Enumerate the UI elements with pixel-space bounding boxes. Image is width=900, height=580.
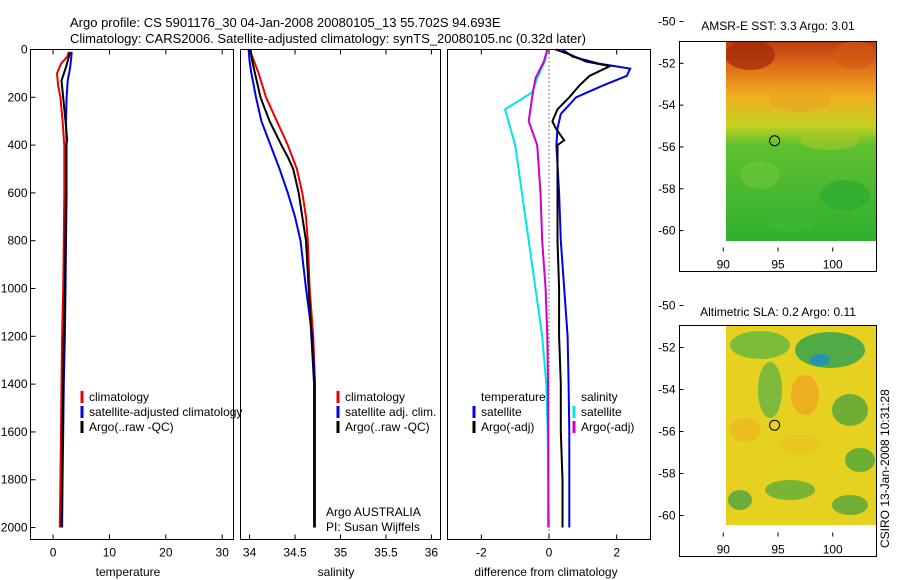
legend-label-temp-satellite: satellite	[481, 405, 522, 419]
sst-heatmap	[726, 41, 876, 241]
x-tick-label: -2	[476, 546, 487, 560]
argo-position-marker	[769, 135, 781, 147]
argo-position-marker	[769, 419, 781, 431]
y-tick-label: -56	[658, 425, 676, 439]
series-line-salinity-argo-adj-	[527, 49, 550, 528]
legend-label-argo: Argo(..raw -QC)	[89, 420, 174, 434]
y-tick-label: 600	[7, 186, 27, 200]
series-line-climatology	[55, 51, 70, 528]
y-tick-label: 1000	[1, 282, 28, 296]
y-tick-label: -60	[658, 509, 676, 523]
legend-title-temperature: temperature	[481, 390, 546, 404]
y-tick-label: 800	[7, 234, 27, 248]
x-tick-label: 2	[613, 546, 620, 560]
y-tick-label: 1200	[1, 329, 28, 343]
y-tick-label: 0	[21, 43, 28, 57]
x-tick-label: 95	[771, 258, 785, 272]
x-tick-label: 0	[546, 546, 553, 560]
figure-title-line1: Argo profile: CS 5901176_30 04-Jan-2008 …	[70, 15, 501, 30]
y-tick-label: 1600	[1, 425, 28, 439]
y-tick-label: -54	[658, 98, 676, 112]
y-tick-label: 400	[7, 138, 27, 152]
series-line-temperature-satellite	[555, 48, 632, 528]
y-tick-label: 2000	[1, 521, 28, 535]
sla-map-panel: Altimetric SLA: 0.2 Argo: 0.11 90 95 100 -5…	[658, 299, 877, 557]
x-tick-label: 35	[334, 546, 348, 560]
x-tick-label: 90	[717, 543, 731, 557]
timestamp-side-text: CSIRO 13-Jan-2008 10:31:28	[878, 389, 892, 548]
y-tick-label: -54	[658, 383, 676, 397]
difference-xlabel: difference from climatology	[474, 565, 617, 579]
figure-title-line2: Climatology: CARS2006. Satellite-adjuste…	[70, 31, 586, 46]
sla-map-frame	[679, 325, 877, 557]
x-tick-label: 100	[823, 258, 843, 272]
difference-legend: temperature satellite Argo(-adj) salinit…	[472, 390, 634, 434]
temperature-axes-frame	[30, 49, 234, 540]
x-tick-label: 95	[771, 543, 785, 557]
y-tick-label: -58	[658, 182, 676, 196]
series-line-salinity-satellite	[503, 49, 550, 528]
sst-map-panel: AMSR-E SST: 3.3 Argo: 3.01	[658, 15, 877, 272]
x-tick-label: 10	[103, 546, 117, 560]
x-tick-label: 100	[823, 543, 843, 557]
difference-panel: -2 0 2 difference from climatology tempera…	[447, 48, 651, 579]
salinity-xlabel: salinity	[318, 565, 355, 579]
y-tick-label: -58	[658, 467, 676, 481]
legend-label-argo: Argo(..raw -QC)	[345, 420, 430, 434]
series-line-satellite-adj-clim-	[247, 49, 316, 528]
x-tick-label: 20	[159, 546, 173, 560]
y-tick-label: -50	[658, 299, 676, 313]
temperature-legend: climatology satellite-adjusted climatolo…	[80, 390, 242, 434]
legend-label-climatology: climatology	[345, 390, 405, 404]
legend-label-satellite: satellite adj. clim.	[345, 405, 436, 419]
sst-map-frame	[679, 41, 877, 272]
x-tick-label: 0	[50, 546, 57, 560]
series-line-argo-raw-qc-	[60, 51, 71, 528]
legend-label-temp-argo: Argo(-adj)	[481, 420, 534, 434]
salinity-legend: climatology satellite adj. clim. Argo(..…	[336, 390, 436, 434]
y-tick-label: -50	[658, 15, 676, 29]
y-tick-label: -52	[658, 56, 676, 70]
x-tick-label: 34.5	[283, 546, 307, 560]
series-line-argo-raw-qc-	[249, 49, 316, 528]
temperature-panel: 0 10 20 30 0 200 400 600 800 1000 1200 1400 1600 1800…	[1, 43, 243, 580]
y-tick-label: 1800	[1, 473, 28, 487]
legend-title-salinity: salinity	[581, 390, 618, 404]
y-tick-label: -56	[658, 140, 676, 154]
float-pi-annotation: PI: Susan Wijffels	[326, 520, 420, 534]
x-tick-label: 36	[425, 546, 439, 560]
sst-map-title: AMSR-E SST: 3.3 Argo: 3.01	[701, 19, 855, 33]
x-tick-label: 34	[243, 546, 257, 560]
y-tick-label: -52	[658, 341, 676, 355]
sla-heatmap	[726, 326, 876, 525]
legend-label-sal-satellite: satellite	[581, 405, 622, 419]
legend-label-sal-argo: Argo(-adj)	[581, 420, 634, 434]
y-tick-label: 1400	[1, 377, 28, 391]
x-tick-label: 35.5	[374, 546, 398, 560]
temperature-xlabel: temperature	[96, 565, 161, 579]
y-tick-label: -60	[658, 224, 676, 238]
x-tick-label: 90	[717, 258, 731, 272]
x-tick-label: 30	[216, 546, 230, 560]
legend-label-satellite: satellite-adjusted climatology	[89, 405, 242, 419]
legend-label-climatology: climatology	[89, 390, 149, 404]
float-institution-annotation: Argo AUSTRALIA	[326, 505, 421, 519]
y-tick-label: 200	[7, 90, 27, 104]
sla-map-title: Altimetric SLA: 0.2 Argo: 0.11	[700, 305, 856, 319]
series-line-temperature-argo-adj-	[551, 48, 614, 528]
salinity-panel: 34 34.5 35 35.5 36 salinity climatology sate…	[240, 49, 441, 579]
